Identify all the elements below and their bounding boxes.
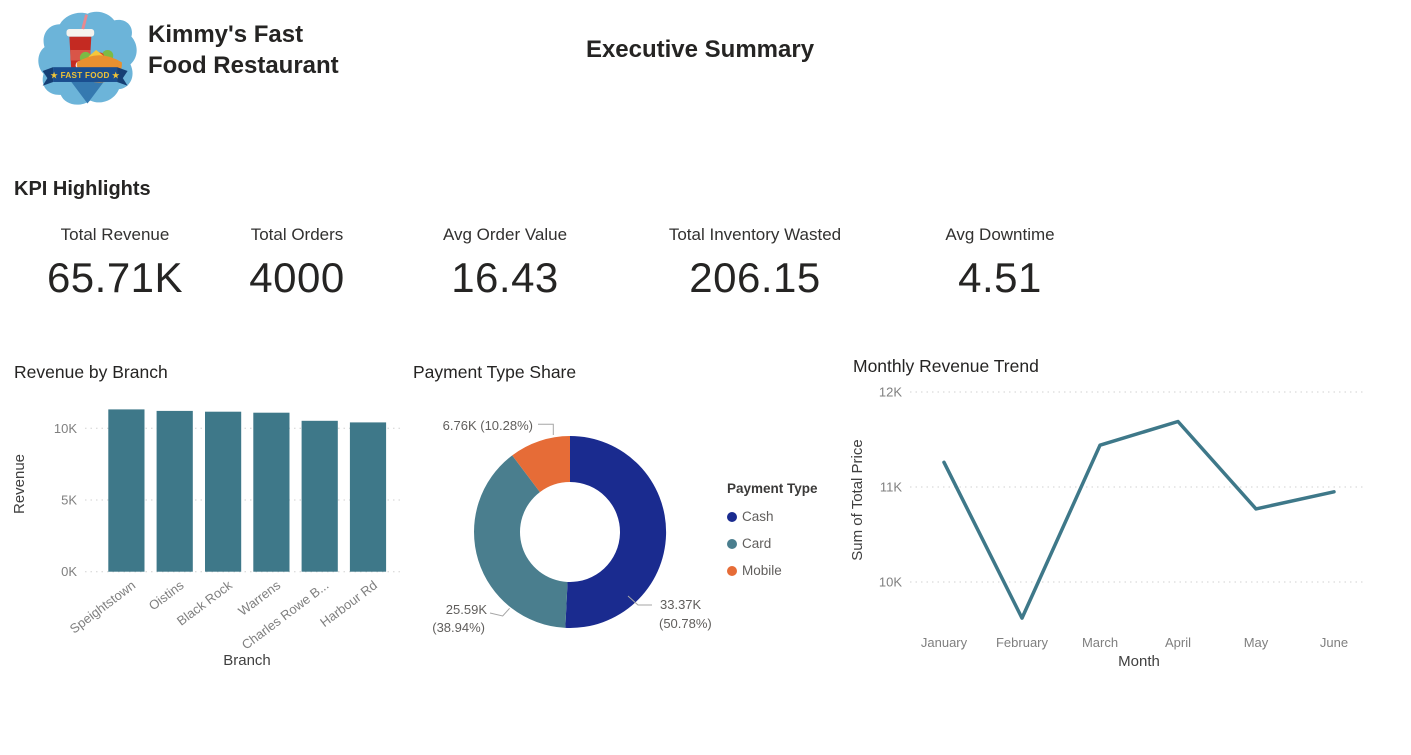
kpi-section-heading: KPI Highlights: [14, 178, 151, 200]
legend-item-card[interactable]: Card: [727, 530, 857, 557]
drink-lid: [66, 29, 95, 37]
x-category-label: April: [1165, 635, 1191, 650]
kpi-card-total-revenue[interactable]: Total Revenue 65.71K: [0, 224, 230, 302]
donut-slice-mobile[interactable]: [512, 436, 570, 493]
legend-title: Payment Type: [727, 481, 818, 496]
donut-slice-card[interactable]: [474, 455, 568, 628]
legend-items: Cash Card Mobile: [727, 503, 857, 584]
x-category-label: March: [1082, 635, 1118, 650]
legend-item-label: Cash: [742, 509, 774, 524]
callout-leader-cash: [627, 595, 652, 606]
trend-line[interactable]: [942, 419, 1336, 620]
logo-banner-tail-left: [42, 67, 54, 86]
mobile-color-dot-icon: [727, 565, 737, 576]
kpi-card-total-orders[interactable]: Total Orders 4000: [182, 224, 412, 302]
legend-item-mobile[interactable]: Mobile: [727, 557, 857, 584]
kpi-value: 206.15: [689, 254, 821, 301]
callout-label-card: 25.59K: [446, 602, 488, 617]
x-category-label: Charles Rowe B...: [239, 577, 332, 652]
chart-title-revenue-by-branch: Revenue by Branch: [14, 362, 168, 382]
x-category-label: Oistins: [146, 577, 187, 613]
axis-tick-label: 11K: [880, 480, 902, 495]
axis-tick-label: 10K: [879, 575, 902, 590]
brand-line-2: Food Restaurant: [148, 52, 339, 79]
payment-type-legend: Payment Type Cash Card Mobile: [727, 481, 857, 584]
x-category-label: May: [1244, 635, 1269, 650]
kpi-value: 65.71K: [46, 254, 184, 301]
card-color-dot-icon: [727, 538, 737, 549]
drink-straw: [81, 14, 88, 30]
callout-label-cash: 33.37K: [660, 597, 702, 612]
x-axis-title: Branch: [223, 652, 271, 669]
kpi-value: 4.51: [958, 254, 1042, 301]
bar-warrens[interactable]: [253, 412, 290, 572]
page-title: Executive Summary: [585, 36, 815, 63]
bar-speightstown[interactable]: [108, 409, 145, 572]
y-axis-title: Revenue: [11, 454, 28, 514]
cash-color-dot-icon: [727, 511, 737, 522]
brand-title: Kimmy's Fast Food Restaurant: [148, 19, 339, 81]
axis-tick-label: 12K: [879, 385, 902, 400]
axis-tick-label: 10K: [54, 421, 77, 436]
kpi-card-total-inventory-wasted[interactable]: Total Inventory Wasted 206.15: [640, 224, 870, 302]
chart-title-payment-type-share: Payment Type Share: [413, 362, 577, 382]
kpi-label: Avg Downtime: [945, 225, 1055, 244]
restaurant-logo: ★ FAST FOOD ★: [38, 11, 137, 105]
donut-slice-cash[interactable]: [565, 435, 667, 628]
axis-tick-label: 5K: [61, 493, 77, 508]
callout-label-cash: (50.78%): [659, 616, 712, 631]
x-axis-title: Month: [1118, 653, 1160, 670]
callout-label-mobile: 6.76K (10.28%): [443, 418, 533, 433]
legend-item-label: Card: [742, 536, 772, 551]
chart-title-monthly-revenue-trend: Monthly Revenue Trend: [853, 356, 1039, 376]
legend-item-label: Mobile: [742, 563, 782, 578]
kpi-label: Avg Order Value: [442, 225, 568, 244]
kpi-value: 16.43: [451, 254, 559, 301]
callout-leader-mobile: [538, 423, 554, 435]
kpi-label: Total Orders: [250, 225, 344, 244]
x-category-label: February: [996, 635, 1049, 650]
bar-harbour-rd[interactable]: [349, 422, 387, 572]
axis-tick-label: 0K: [61, 564, 77, 579]
brand-line-1: Kimmy's Fast: [148, 21, 304, 48]
kpi-card-avg-downtime[interactable]: Avg Downtime 4.51: [885, 224, 1115, 302]
bar-charles-rowe-b[interactable]: [301, 420, 338, 572]
x-category-label: January: [921, 635, 968, 650]
x-category-label: Black Rock: [174, 577, 235, 628]
monthly-revenue-trend-chart: 10K 11K 12K January February March April May Jun…: [849, 385, 1365, 670]
logo-banner-tail-right: [117, 67, 128, 86]
drink-cup-band: [70, 50, 91, 61]
kpi-label: Total Inventory Wasted: [668, 225, 842, 244]
kpi-row: Total Revenue 65.71K Total Orders 4000 A…: [0, 224, 1411, 334]
x-category-label: June: [1320, 635, 1348, 650]
payment-type-share-chart: 33.37K (50.78%) 25.59K (38.94%) 6.76K (10.28…: [432, 418, 712, 635]
callout-label-card: (38.94%): [432, 620, 485, 635]
bar-black-rock[interactable]: [205, 411, 242, 572]
y-axis-title: Sum of Total Price: [849, 439, 866, 560]
logo-banner-text: ★ FAST FOOD ★: [50, 71, 121, 80]
kpi-card-avg-order-value[interactable]: Avg Order Value 16.43: [390, 224, 620, 302]
logo-banner: [53, 67, 118, 82]
bar-oistins[interactable]: [156, 410, 193, 572]
callout-leader-card: [489, 607, 510, 617]
kpi-label: Total Revenue: [60, 225, 170, 244]
x-category-label: Speightstown: [67, 577, 138, 636]
legend-item-cash[interactable]: Cash: [727, 503, 857, 530]
kpi-value: 4000: [249, 254, 345, 301]
